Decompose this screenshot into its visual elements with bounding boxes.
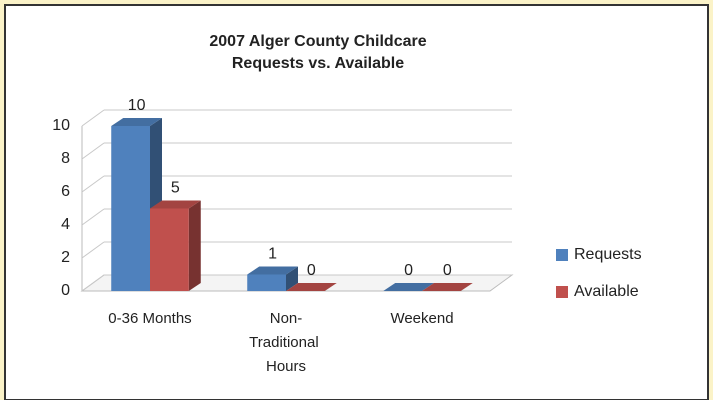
y-tick-label: 4 xyxy=(61,216,70,233)
x-tick-label: Weekend xyxy=(390,310,453,327)
chart-title: 2007 Alger County Childcare xyxy=(209,33,426,50)
bar-side xyxy=(286,266,298,291)
data-label: 5 xyxy=(171,180,180,197)
bar-top xyxy=(383,283,434,291)
data-label: 0 xyxy=(404,262,413,279)
bar-top xyxy=(150,200,201,209)
grid-line xyxy=(81,109,105,127)
data-label: 10 xyxy=(128,97,146,114)
bar xyxy=(247,274,286,291)
grid-line xyxy=(81,208,105,226)
legend-swatch xyxy=(556,286,568,298)
grid-line xyxy=(81,142,105,160)
bar-top xyxy=(422,283,473,291)
grid-line xyxy=(81,175,105,193)
bar xyxy=(150,208,189,291)
data-label: 0 xyxy=(443,262,452,279)
y-tick-label: 6 xyxy=(61,183,70,200)
back-wall xyxy=(104,110,512,275)
legend-label: Available xyxy=(574,283,639,300)
bar-top xyxy=(111,118,162,126)
grid-line xyxy=(81,274,105,292)
bar-top xyxy=(247,266,298,275)
chart-title: Requests vs. Available xyxy=(232,55,404,72)
bar-side xyxy=(188,200,201,291)
x-tick-label: 0-36 Months xyxy=(108,310,191,327)
legend-swatch xyxy=(556,249,568,261)
legend-label: Requests xyxy=(574,246,642,263)
data-label: 1 xyxy=(268,246,277,263)
y-tick-label: 2 xyxy=(61,249,70,266)
grid-line xyxy=(81,241,105,259)
x-tick-label: Non-Traditional Hours xyxy=(249,310,323,375)
bar xyxy=(111,126,150,291)
y-tick-label: 8 xyxy=(61,150,70,167)
bar-top xyxy=(286,283,337,291)
data-label: 0 xyxy=(307,262,316,279)
y-tick-label: 10 xyxy=(52,117,70,134)
y-tick-label: 0 xyxy=(61,282,70,299)
